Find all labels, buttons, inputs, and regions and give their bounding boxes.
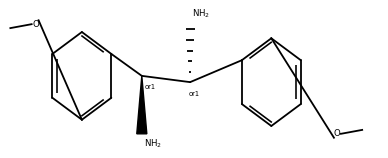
Polygon shape <box>137 76 147 134</box>
Text: NH$_2$: NH$_2$ <box>144 138 162 150</box>
Text: or1: or1 <box>188 91 199 97</box>
Text: O: O <box>32 20 39 29</box>
Text: or1: or1 <box>145 85 156 91</box>
Text: NH$_2$: NH$_2$ <box>192 8 210 20</box>
Text: O: O <box>334 129 340 138</box>
